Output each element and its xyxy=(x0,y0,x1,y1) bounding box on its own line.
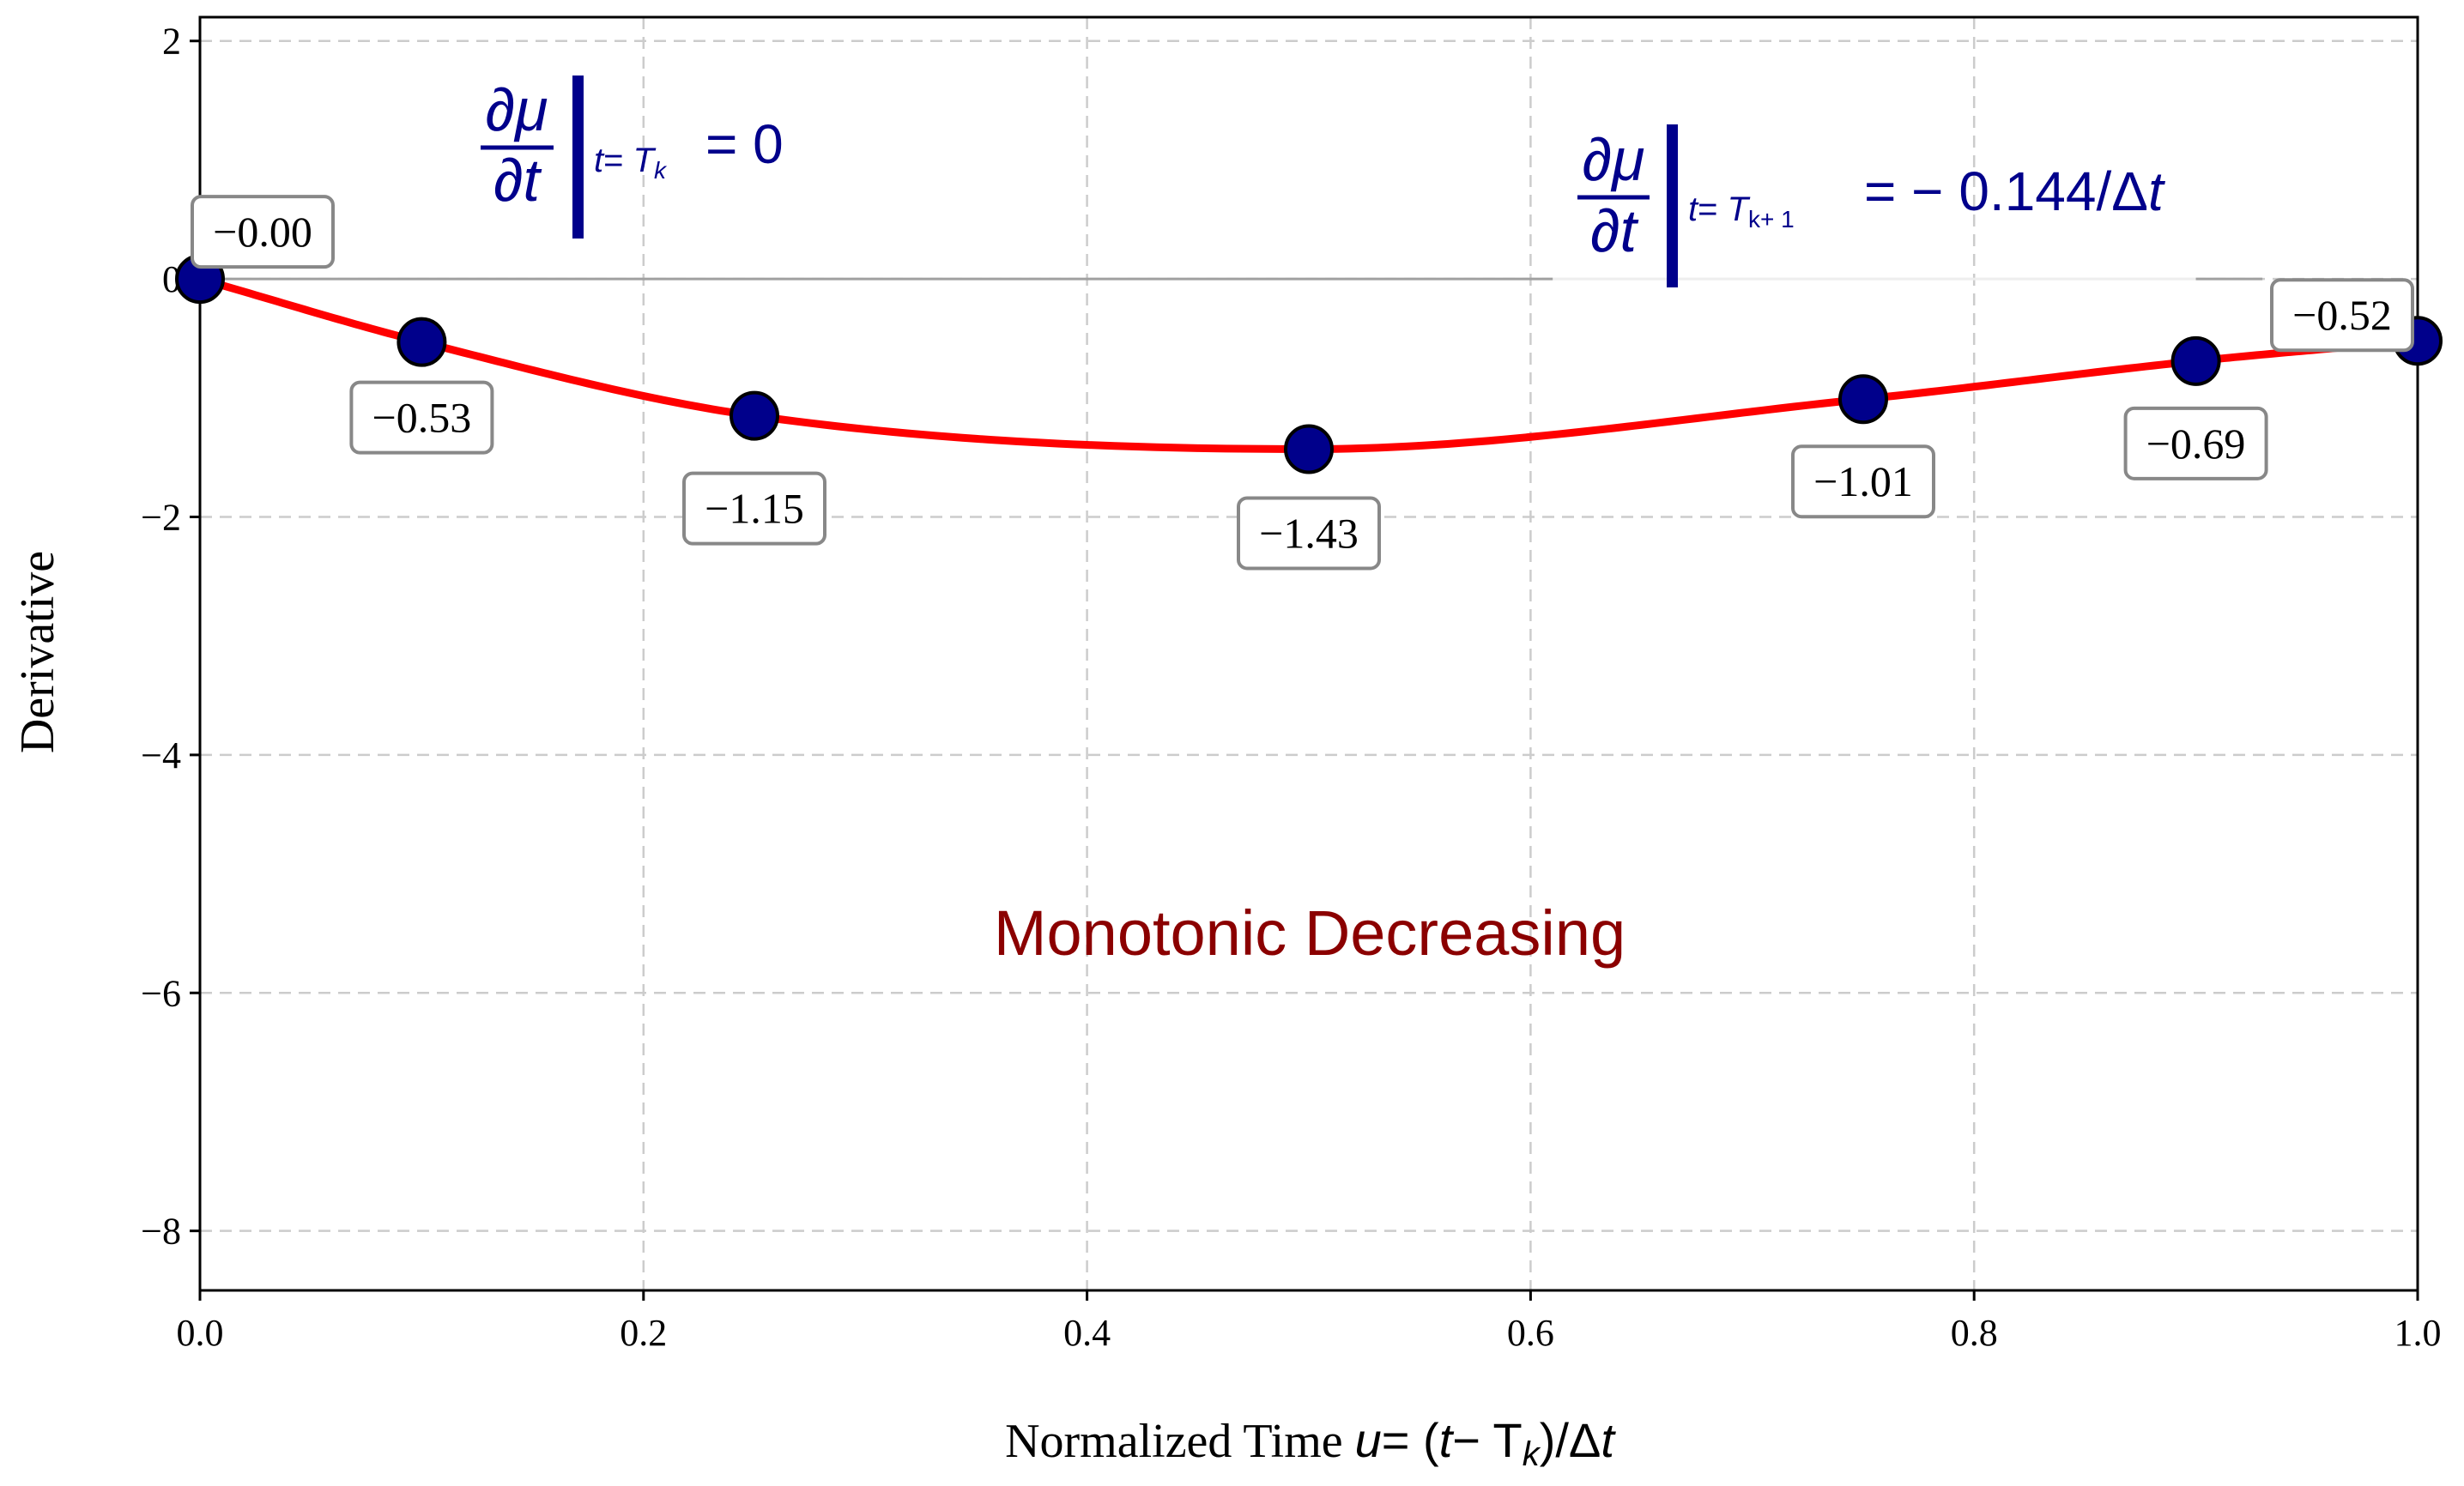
data-point-2 xyxy=(730,390,779,441)
x-tick-label: 0.0 xyxy=(177,1312,224,1354)
data-label-6: −0.52 xyxy=(2270,278,2414,353)
right-equation: ∂μ ∂t t= Tk+ 1 = − 0.144/Δt xyxy=(1577,124,2165,287)
data-markers xyxy=(175,254,2443,474)
left-equation: ∂μ ∂t t= Tk = 0 xyxy=(481,76,784,239)
data-label-text: −0.00 xyxy=(213,208,312,256)
left-eq-denominator: ∂t xyxy=(493,147,542,214)
data-point-5 xyxy=(2170,335,2221,386)
y-tick-label: −2 xyxy=(141,497,181,539)
y-tick-label: 0 xyxy=(162,258,181,300)
data-label-box xyxy=(349,380,494,455)
left-eq-condition: t= Tk xyxy=(594,142,668,184)
data-label-box xyxy=(682,471,826,546)
data-point-3 xyxy=(1284,424,1334,474)
data-label-1: −0.53 xyxy=(349,380,494,455)
plot-area xyxy=(200,17,2418,1290)
monotonic-decreasing-annotation: Monotonic Decreasing xyxy=(994,897,1626,969)
y-tick-label: 2 xyxy=(162,21,181,63)
data-point-4 xyxy=(1838,374,1888,425)
left-eq-numerator: ∂μ xyxy=(486,76,548,143)
data-label-text: −0.53 xyxy=(372,394,472,442)
y-tick-label: −4 xyxy=(141,734,181,776)
data-label-box xyxy=(2123,406,2268,480)
right-eq-eval-bar xyxy=(1667,124,1678,287)
x-axis-label: Normalized Time u= (t− Tk)/Δt xyxy=(1005,1413,1616,1473)
data-label-box xyxy=(1237,496,1381,571)
left-eq-eval-bar xyxy=(572,76,584,239)
data-label-text: −1.15 xyxy=(705,485,804,533)
x-tick-label: 0.2 xyxy=(620,1312,667,1354)
data-label-3: −1.43 xyxy=(1237,496,1381,571)
data-label-text: −0.52 xyxy=(2292,291,2392,339)
right-eq-numerator: ∂μ xyxy=(1583,126,1645,193)
data-label-5: −0.69 xyxy=(2123,406,2268,480)
y-tick-label: −8 xyxy=(141,1211,181,1253)
y-ticks: 2 0 −2 −4 −6 −8 xyxy=(141,21,200,1253)
data-label-text: −1.01 xyxy=(1813,457,1913,505)
y-axis-label: Derivative xyxy=(11,551,64,753)
y-tick-label: −6 xyxy=(141,972,181,1014)
data-point-1 xyxy=(397,317,447,367)
right-eq-denominator: ∂t xyxy=(1590,197,1639,264)
right-eq-value: = − 0.144/Δt xyxy=(1864,160,2165,222)
data-label-box xyxy=(1791,444,1935,519)
right-eq-condition: t= Tk+ 1 xyxy=(1688,190,1795,233)
x-tick-label: 0.6 xyxy=(1507,1312,1554,1354)
left-eq-value: = 0 xyxy=(705,113,784,175)
data-label-2: −1.15 xyxy=(682,471,826,546)
data-label-0: −0.00 xyxy=(191,195,335,269)
data-label-box xyxy=(191,195,335,269)
x-tick-label: 0.8 xyxy=(1951,1312,1998,1354)
data-label-text: −0.69 xyxy=(2146,420,2246,468)
x-tick-label: 0.4 xyxy=(1063,1312,1111,1354)
data-label-text: −1.43 xyxy=(1259,509,1359,557)
x-tick-label: 1.0 xyxy=(2394,1312,2442,1354)
data-label-4: −1.01 xyxy=(1791,444,1935,519)
plot-frame xyxy=(198,15,2419,1292)
x-ticks: 0.0 0.2 0.4 0.6 0.8 1.0 xyxy=(177,1290,2442,1354)
data-labels: −0.00 −0.53 −1.15 −1.43 −1.01 −0.69 −0.52 xyxy=(191,195,2414,571)
data-label-box xyxy=(2270,278,2414,353)
